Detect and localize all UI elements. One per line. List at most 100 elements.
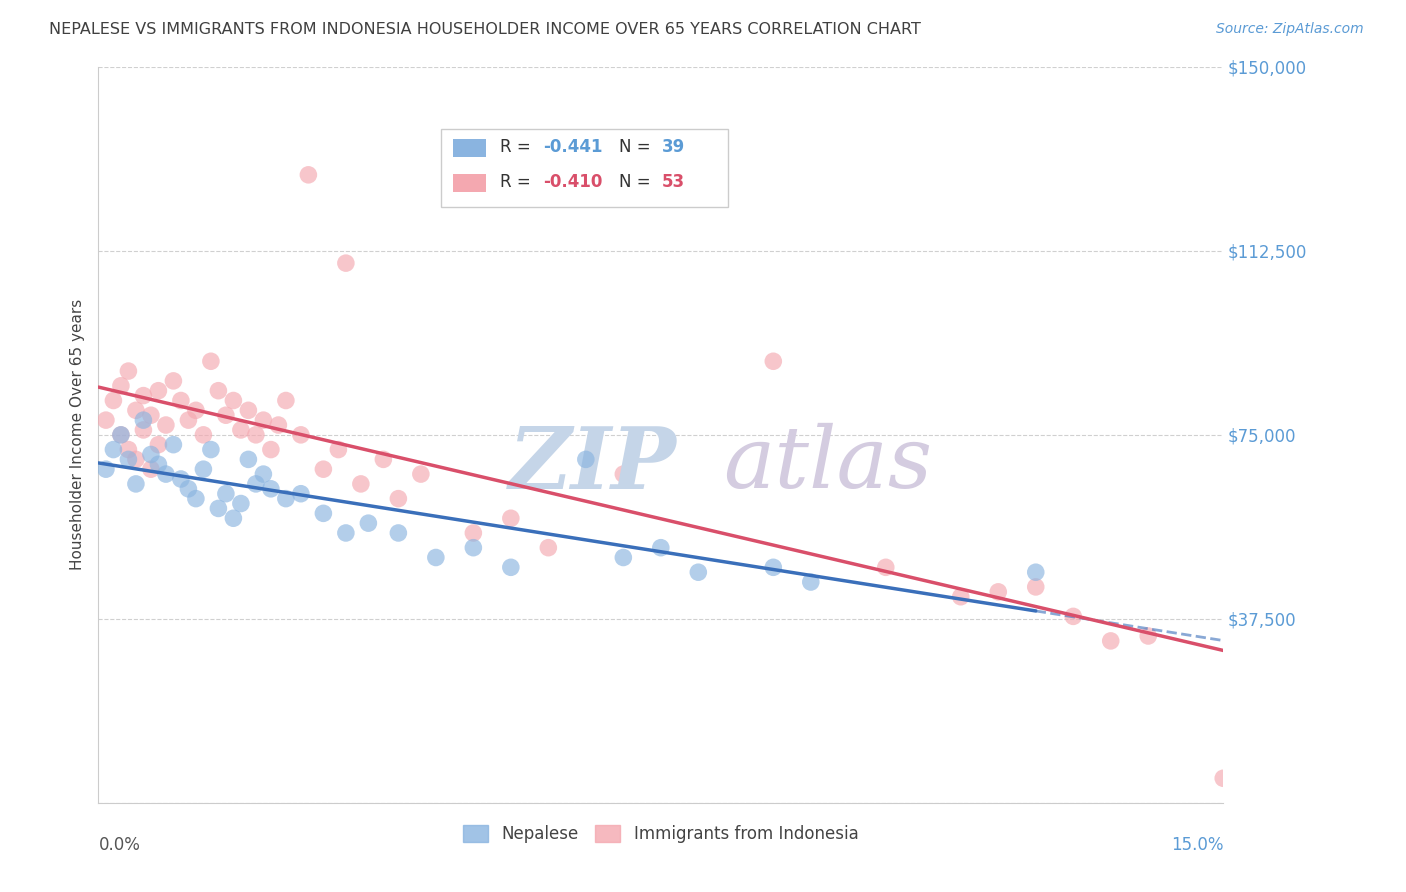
Point <box>267 417 290 432</box>
Point <box>274 491 297 506</box>
Point <box>155 417 177 432</box>
Text: ZIP: ZIP <box>509 423 676 506</box>
Point <box>207 501 229 516</box>
Point <box>357 516 380 530</box>
Point <box>297 168 319 182</box>
Point <box>148 437 170 451</box>
Point <box>132 423 155 437</box>
Point <box>1062 609 1084 624</box>
Point <box>207 384 229 398</box>
Point <box>575 452 598 467</box>
Text: -0.441: -0.441 <box>543 138 602 156</box>
Point <box>148 457 170 471</box>
Text: R =: R = <box>501 138 536 156</box>
Point <box>238 403 260 417</box>
Point <box>125 452 148 467</box>
Point <box>193 427 215 442</box>
FancyBboxPatch shape <box>453 139 486 157</box>
Text: R =: R = <box>501 173 536 192</box>
Point <box>252 467 274 482</box>
Point <box>222 393 245 408</box>
Point <box>987 585 1010 599</box>
Point <box>650 541 672 555</box>
Point <box>139 462 162 476</box>
Point <box>762 560 785 574</box>
Point <box>1137 629 1160 643</box>
Point <box>200 354 222 368</box>
Point <box>103 442 125 457</box>
Point <box>312 506 335 520</box>
Text: atlas: atlas <box>723 423 932 506</box>
Point <box>328 442 350 457</box>
Point <box>335 525 357 540</box>
FancyBboxPatch shape <box>441 129 728 207</box>
FancyBboxPatch shape <box>453 174 486 192</box>
Y-axis label: Householder Income Over 65 years: Householder Income Over 65 years <box>70 299 86 571</box>
Point <box>290 487 312 501</box>
Point <box>463 541 485 555</box>
Text: N =: N = <box>619 138 657 156</box>
Point <box>139 408 162 422</box>
Point <box>139 448 162 462</box>
Point <box>387 525 409 540</box>
Point <box>162 374 184 388</box>
Point <box>229 496 252 510</box>
Point <box>245 476 267 491</box>
Point <box>222 511 245 525</box>
Point <box>117 442 139 457</box>
Point <box>875 560 897 574</box>
Text: N =: N = <box>619 173 657 192</box>
Text: NEPALESE VS IMMIGRANTS FROM INDONESIA HOUSEHOLDER INCOME OVER 65 YEARS CORRELATI: NEPALESE VS IMMIGRANTS FROM INDONESIA HO… <box>49 22 921 37</box>
Point <box>94 413 117 427</box>
Point <box>110 427 132 442</box>
Point <box>215 487 238 501</box>
Point <box>252 413 274 427</box>
Point <box>499 560 522 574</box>
Point <box>193 462 215 476</box>
Point <box>800 574 823 589</box>
Point <box>260 482 283 496</box>
Point <box>335 256 357 270</box>
Point <box>170 472 193 486</box>
Point <box>110 378 132 392</box>
Text: 53: 53 <box>662 173 685 192</box>
Point <box>290 427 312 442</box>
Point <box>177 482 200 496</box>
Point <box>110 427 132 442</box>
Point <box>132 413 155 427</box>
Point <box>117 452 139 467</box>
Point <box>117 364 139 378</box>
Point <box>177 413 200 427</box>
Point <box>425 550 447 565</box>
Text: 15.0%: 15.0% <box>1171 836 1223 854</box>
Point <box>155 467 177 482</box>
Point <box>1212 771 1234 786</box>
Point <box>537 541 560 555</box>
Point <box>162 437 184 451</box>
Text: 39: 39 <box>662 138 685 156</box>
Point <box>499 511 522 525</box>
Point <box>184 491 207 506</box>
Text: 0.0%: 0.0% <box>98 836 141 854</box>
Point <box>125 403 148 417</box>
Point <box>688 566 710 580</box>
Point <box>132 389 155 403</box>
Point <box>215 408 238 422</box>
Point <box>463 525 485 540</box>
Point <box>229 423 252 437</box>
Text: -0.410: -0.410 <box>543 173 602 192</box>
Point <box>184 403 207 417</box>
Point <box>260 442 283 457</box>
Point <box>612 467 634 482</box>
Point <box>373 452 395 467</box>
Point <box>312 462 335 476</box>
Legend: Nepalese, Immigrants from Indonesia: Nepalese, Immigrants from Indonesia <box>457 818 865 850</box>
Point <box>1099 633 1122 648</box>
Point <box>238 452 260 467</box>
Point <box>1025 566 1047 580</box>
Point <box>387 491 409 506</box>
Point <box>274 393 297 408</box>
Point <box>409 467 432 482</box>
Text: Source: ZipAtlas.com: Source: ZipAtlas.com <box>1216 22 1364 37</box>
Point <box>245 427 267 442</box>
